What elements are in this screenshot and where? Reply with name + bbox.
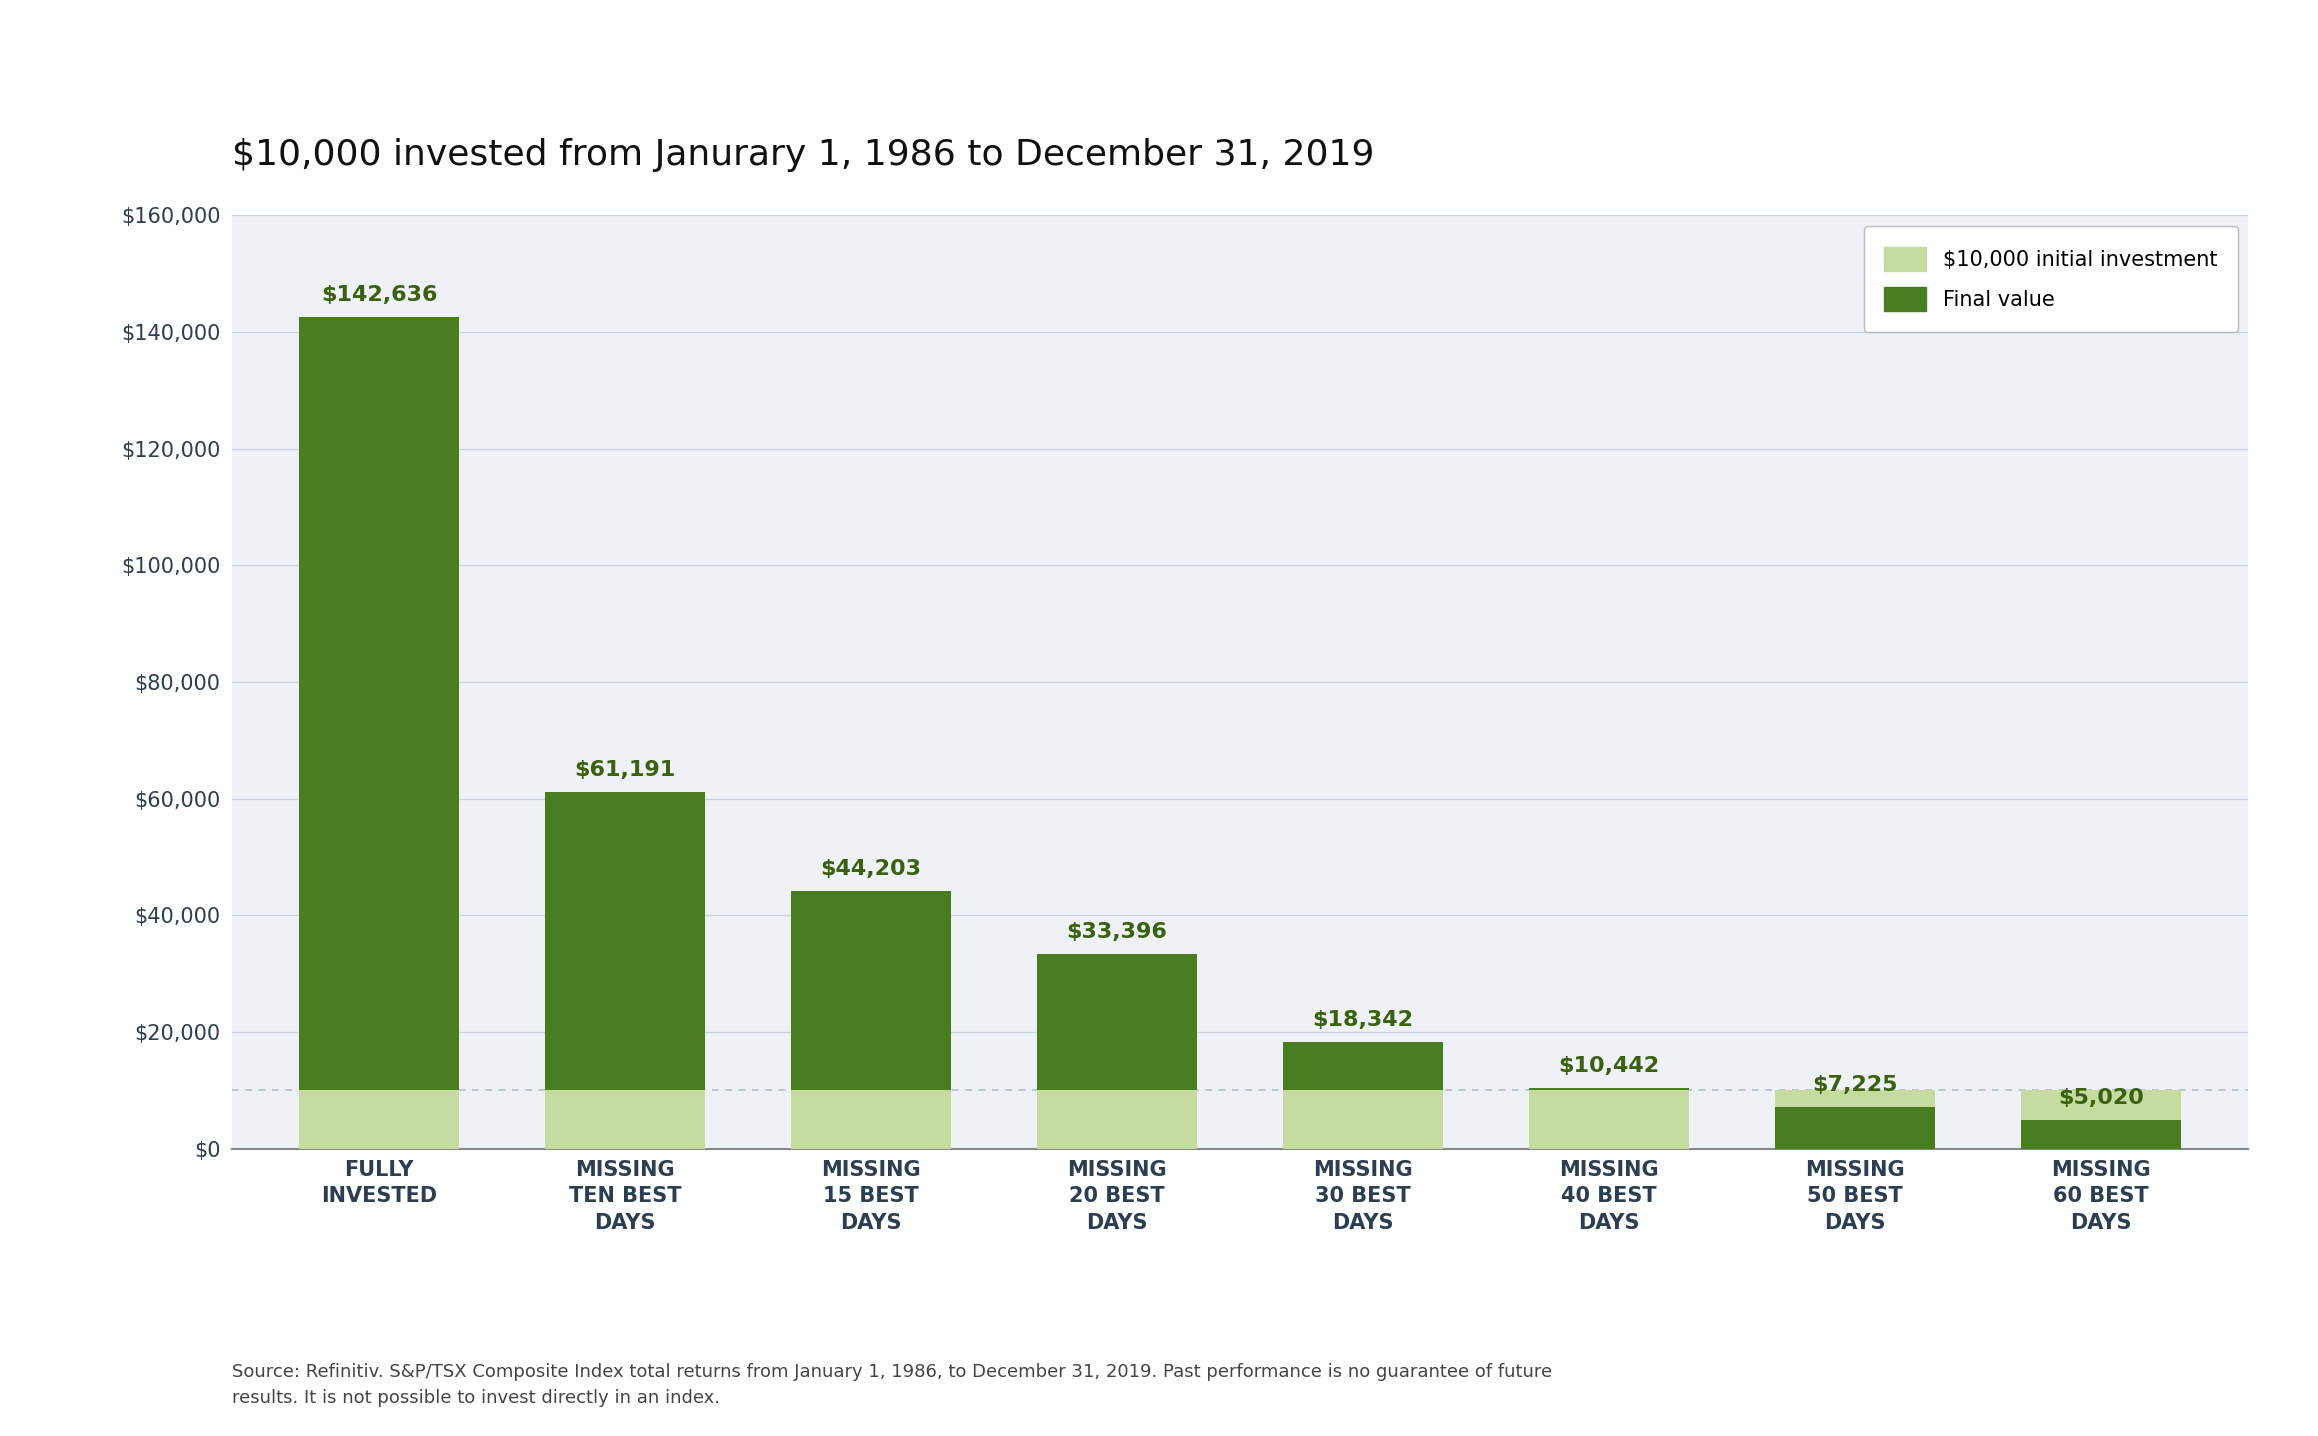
- Bar: [790, 890, 950, 1090]
- Bar: [545, 791, 705, 1090]
- Text: $33,396: $33,396: [1066, 922, 1168, 942]
- Bar: [1036, 1090, 1196, 1149]
- Text: $10,442: $10,442: [1558, 1057, 1660, 1076]
- Bar: [299, 317, 459, 1090]
- Bar: [1776, 1090, 1936, 1149]
- Bar: [1530, 1090, 1690, 1149]
- Text: $18,342: $18,342: [1312, 1010, 1414, 1030]
- Bar: [1284, 1041, 1444, 1090]
- Bar: [1776, 1107, 1936, 1149]
- Text: $7,225: $7,225: [1813, 1076, 1898, 1096]
- Bar: [2021, 1090, 2181, 1149]
- Text: $142,636: $142,636: [322, 284, 438, 304]
- Bar: [1284, 1090, 1444, 1149]
- Text: $10,000 invested from Janurary 1, 1986 to December 31, 2019: $10,000 invested from Janurary 1, 1986 t…: [232, 138, 1375, 172]
- Bar: [1036, 954, 1196, 1090]
- Legend: $10,000 initial investment, Final value: $10,000 initial investment, Final value: [1864, 225, 2239, 332]
- Bar: [299, 1090, 459, 1149]
- Text: $5,020: $5,020: [2058, 1088, 2144, 1107]
- Bar: [1530, 1088, 1690, 1090]
- Bar: [790, 1090, 950, 1149]
- Text: $44,203: $44,203: [821, 859, 923, 879]
- Bar: [545, 1090, 705, 1149]
- Bar: [2021, 1120, 2181, 1149]
- Text: $61,191: $61,191: [575, 760, 677, 780]
- Text: Source: Refinitiv. S&P/TSX Composite Index total returns from January 1, 1986, t: Source: Refinitiv. S&P/TSX Composite Ind…: [232, 1363, 1553, 1407]
